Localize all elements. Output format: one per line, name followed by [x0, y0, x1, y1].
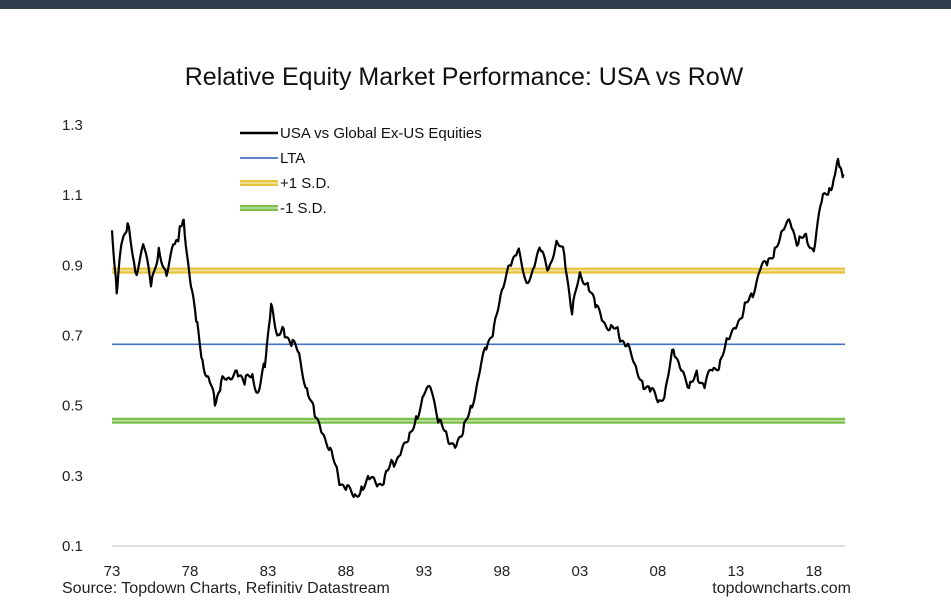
- main-series: [110, 157, 845, 498]
- y-axis-ticks: 1.3 1.1 0.9 0.7 0.5 0.3 0.1: [62, 117, 83, 555]
- x-tick-label: 83: [260, 563, 277, 580]
- legend-label-usa-vs-row: USA vs Global Ex-US Equities: [280, 125, 482, 142]
- reference-lines: [112, 267, 845, 424]
- y-tick-label: 1.1: [62, 187, 83, 204]
- chart-area: Relative Equity Market Performance: USA …: [0, 9, 951, 613]
- y-tick-label: 0.1: [62, 538, 83, 555]
- legend-label-lta: LTA: [280, 150, 305, 167]
- x-tick-label: 08: [650, 563, 667, 580]
- usa-vs-row-line: [110, 157, 845, 498]
- y-tick-label: 0.3: [62, 468, 83, 485]
- x-tick-label: 73: [104, 563, 121, 580]
- legend-label-plus-1sd: +1 S.D.: [280, 175, 330, 192]
- x-tick-label: 93: [416, 563, 433, 580]
- x-tick-label: 13: [727, 563, 744, 580]
- chart-svg: Relative Equity Market Performance: USA …: [62, 63, 851, 597]
- x-axis-ticks: 73 78 83 88 93 98 03 08 13 18: [104, 563, 822, 580]
- x-tick-label: 98: [494, 563, 511, 580]
- top-bar: [0, 0, 951, 9]
- chart-title: Relative Equity Market Performance: USA …: [185, 63, 744, 91]
- legend: USA vs Global Ex-US Equities LTA +1 S.D. -1…: [240, 125, 482, 217]
- x-tick-label: 78: [182, 563, 199, 580]
- y-tick-label: 0.5: [62, 398, 83, 415]
- x-tick-label: 03: [572, 563, 589, 580]
- source-text: Source: Topdown Charts, Refinitiv Datast…: [62, 580, 390, 597]
- site-text: topdowncharts.com: [712, 580, 851, 597]
- x-tick-label: 18: [805, 563, 822, 580]
- x-tick-label: 88: [338, 563, 355, 580]
- legend-label-minus-1sd: -1 S.D.: [280, 200, 327, 217]
- y-tick-label: 0.7: [62, 328, 83, 345]
- y-tick-label: 1.3: [62, 117, 83, 134]
- y-tick-label: 0.9: [62, 257, 83, 274]
